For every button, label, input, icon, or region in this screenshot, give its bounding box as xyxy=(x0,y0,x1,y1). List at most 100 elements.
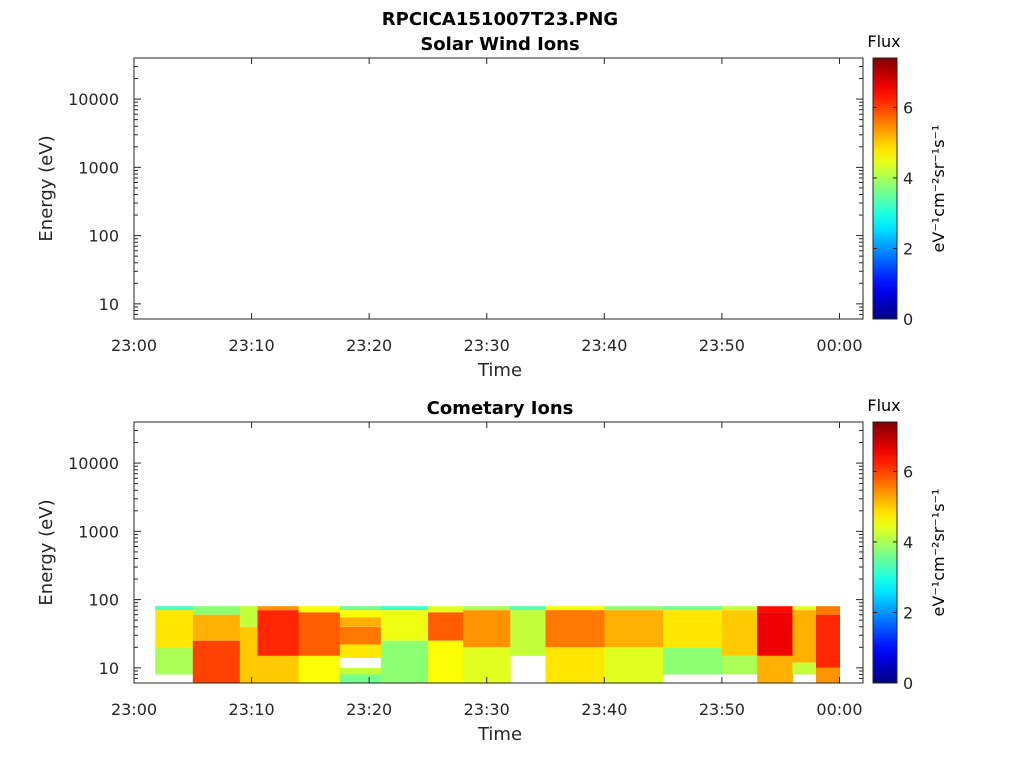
heatmap-cell xyxy=(663,610,723,648)
heatmap-cell xyxy=(792,610,817,663)
panel-title: Cometary Ions xyxy=(427,398,574,419)
panel-cometary-ions: Cometary Ions 23:00 23:10 23:20 23:30 23:40 23… xyxy=(36,396,948,745)
heatmap-cell xyxy=(257,606,300,611)
heatmap-cell xyxy=(663,647,723,675)
heatmap-cell xyxy=(298,655,341,683)
heatmap-cell xyxy=(339,610,382,618)
y-tick-label: 1000 xyxy=(78,522,119,541)
heatmap-cell xyxy=(339,644,382,658)
x-tick-label: 23:40 xyxy=(581,336,627,355)
heatmap-cell xyxy=(545,610,605,648)
heatmap-cell xyxy=(663,606,723,611)
colorbar-gradient xyxy=(872,421,898,684)
y-tick-label: 100 xyxy=(88,591,119,610)
colorbar-tick-label: 2 xyxy=(903,239,913,258)
heatmap-cell xyxy=(721,655,758,675)
x-tick-label: 23:00 xyxy=(111,700,157,719)
heatmap-cell xyxy=(298,606,341,613)
heatmap-cell xyxy=(545,606,605,611)
heatmap-cell xyxy=(757,655,793,683)
heatmap-cell xyxy=(239,606,258,627)
plot-frame xyxy=(133,421,864,684)
colorbar: 0 2 4 6 Flux eV⁻¹cm⁻²sr⁻¹s⁻¹ xyxy=(867,32,948,329)
heatmap-cell xyxy=(155,610,194,648)
heatmap-cell xyxy=(257,610,300,656)
heatmap-cell xyxy=(721,610,758,656)
x-tick-label: 23:10 xyxy=(229,700,275,719)
heatmap-cell xyxy=(604,610,664,648)
colorbar-title: Flux xyxy=(867,396,900,415)
x-tick-label: 23:20 xyxy=(346,700,392,719)
x-tick-label: 23:30 xyxy=(464,700,510,719)
heatmap-cell xyxy=(380,610,429,641)
heatmap-cell xyxy=(339,667,382,675)
heatmap-cell xyxy=(155,606,194,611)
heatmap xyxy=(155,606,840,683)
heatmap-cell xyxy=(155,647,194,675)
x-tick-label: 23:50 xyxy=(699,336,745,355)
colorbar-tick-label: 6 xyxy=(903,462,913,481)
heatmap-cell xyxy=(721,606,758,611)
heatmap-cell xyxy=(792,662,817,675)
panel-title: Solar Wind Ions xyxy=(420,34,579,55)
colorbar-tick-label: 0 xyxy=(903,674,913,693)
heatmap-cell xyxy=(604,606,664,611)
heatmap-cell xyxy=(816,606,840,615)
x-tick-label: 00:00 xyxy=(816,700,862,719)
heatmap-cell xyxy=(545,647,605,683)
heatmap-cell xyxy=(604,647,664,683)
x-tick-label: 23:50 xyxy=(699,700,745,719)
y-tick-label: 10 xyxy=(99,659,119,678)
y-tick-label: 10 xyxy=(99,295,119,314)
y-axis-label: Energy (eV) xyxy=(36,499,57,605)
x-tick-label: 23:10 xyxy=(229,336,275,355)
heatmap-cell xyxy=(792,606,817,611)
plot-frame xyxy=(133,57,864,320)
heatmap-cell xyxy=(298,612,341,656)
heatmap-cell xyxy=(192,606,241,615)
x-tick-label: 00:00 xyxy=(816,336,862,355)
colorbar-tick-label: 2 xyxy=(903,603,913,622)
panel-solar-wind-ions: Solar Wind Ions 23:00 23:10 23:20 23:30 23:40… xyxy=(36,32,948,381)
colorbar-units: eV⁻¹cm⁻²sr⁻¹s⁻¹ xyxy=(929,125,948,253)
heatmap-cell xyxy=(428,640,464,683)
colorbar-tick-label: 0 xyxy=(903,310,913,329)
heatmap-cell xyxy=(816,614,840,668)
heatmap-cell xyxy=(380,640,429,683)
x-tick-label: 23:30 xyxy=(464,336,510,355)
colorbar-title: Flux xyxy=(867,32,900,51)
x-axis-label: Time xyxy=(477,724,522,745)
x-axis-label: Time xyxy=(477,360,522,381)
colorbar-tick-label: 4 xyxy=(903,169,913,188)
heatmap-cell xyxy=(816,667,840,683)
heatmap-cell xyxy=(463,610,511,648)
heatmap-cell xyxy=(757,606,793,613)
heatmap-cell xyxy=(428,612,464,641)
x-tick-label: 23:20 xyxy=(346,336,392,355)
heatmap-cell xyxy=(510,610,547,656)
heatmap-cell xyxy=(463,606,511,611)
x-tick-label: 23:00 xyxy=(111,336,157,355)
heatmap-cell xyxy=(339,617,382,627)
y-tick-label: 10000 xyxy=(68,454,119,473)
heatmap-cell xyxy=(239,626,258,683)
heatmap-cell xyxy=(192,614,241,641)
figure-title: RPCICA151007T23.PNG xyxy=(382,9,618,30)
y-tick-label: 10000 xyxy=(68,90,119,109)
heatmap-cell xyxy=(757,612,793,656)
colorbar-units: eV⁻¹cm⁻²sr⁻¹s⁻¹ xyxy=(929,489,948,617)
heatmap-cell xyxy=(339,626,382,645)
colorbar-tick-label: 6 xyxy=(903,98,913,117)
heatmap-cell xyxy=(339,606,382,611)
heatmap-cell xyxy=(257,655,300,683)
colorbar: 0 2 4 6 Flux eV⁻¹cm⁻²sr⁻¹s⁻¹ xyxy=(867,396,948,693)
heatmap-cell xyxy=(339,674,382,683)
y-axis-label: Energy (eV) xyxy=(36,135,57,241)
x-tick-label: 23:40 xyxy=(581,700,627,719)
y-tick-label: 100 xyxy=(88,227,119,246)
heatmap-cell xyxy=(510,606,547,611)
colorbar-gradient xyxy=(872,57,898,320)
heatmap-cell xyxy=(428,606,464,613)
heatmap-cell xyxy=(192,640,241,683)
